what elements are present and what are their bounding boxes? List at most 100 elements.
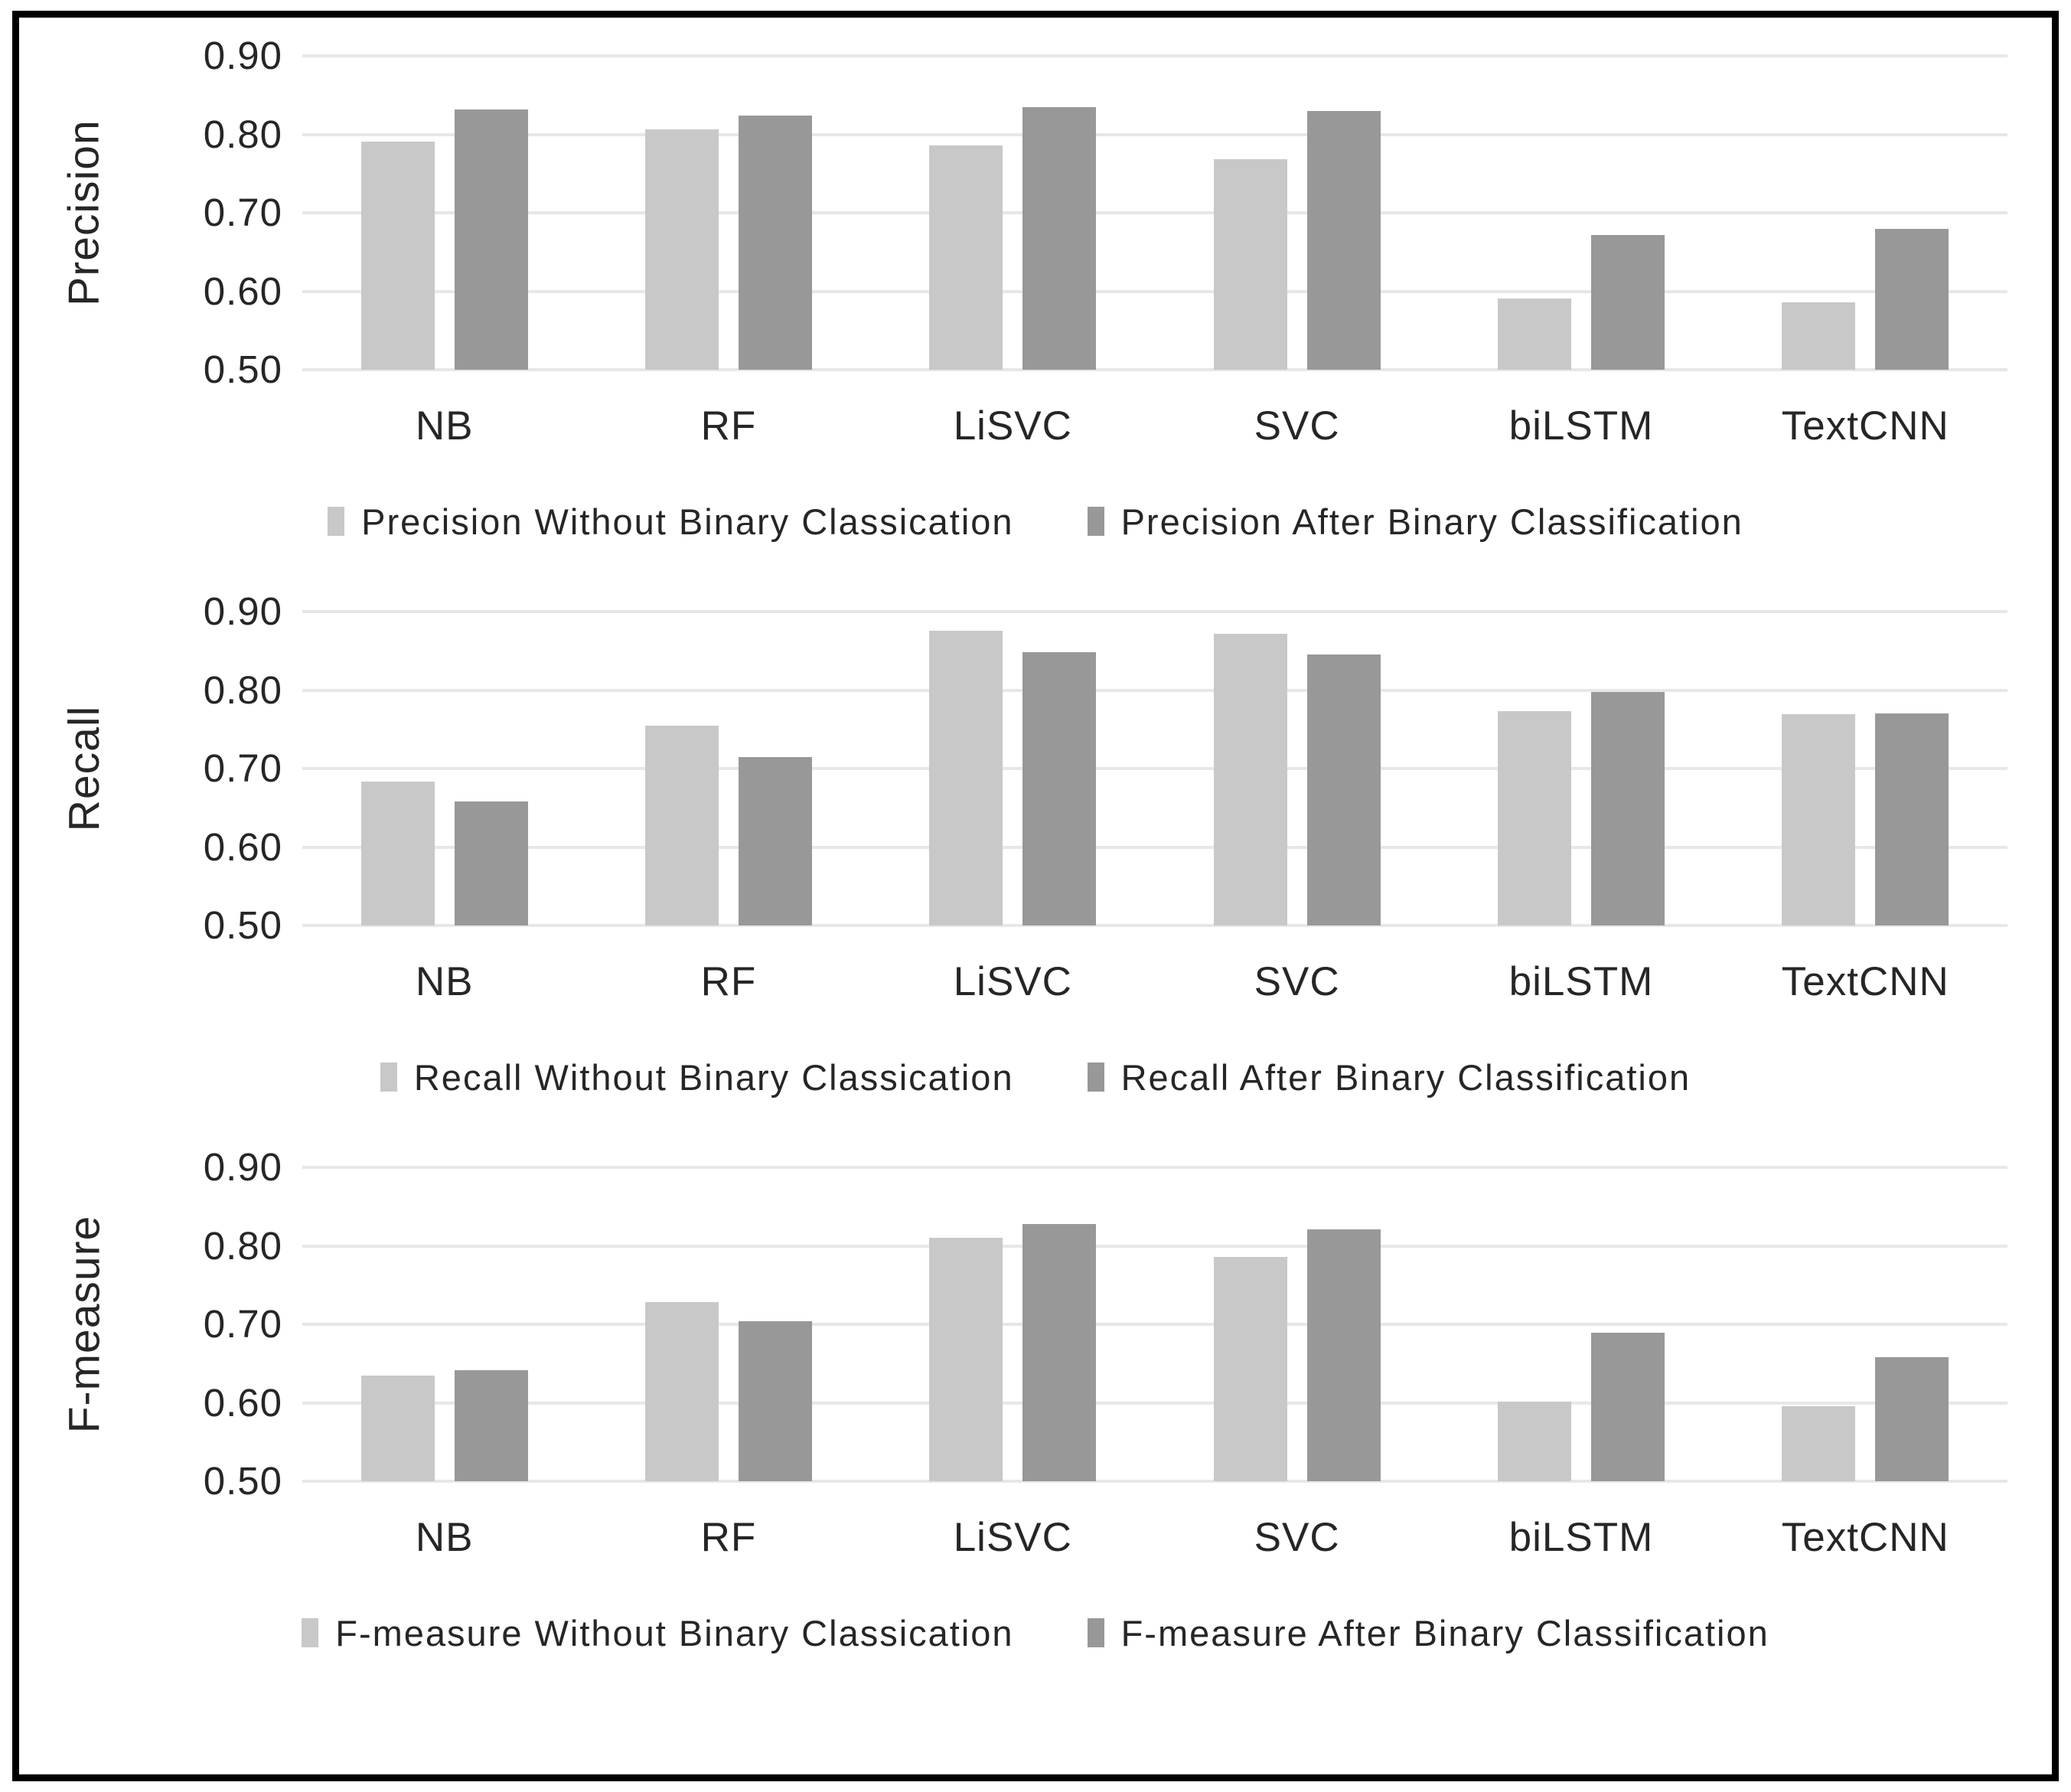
fmeasure-y-tick-labels: 0.90 0.80 0.70 0.60 0.50 — [149, 1147, 302, 1500]
bar-group-LiSVC — [871, 612, 1155, 925]
bar — [1875, 1357, 1949, 1481]
x-axis-label: TextCNN — [1781, 958, 1949, 1004]
y-tick-label: 0.80 — [203, 668, 282, 712]
bar-group-RF — [586, 612, 870, 925]
x-axis-label: TextCNN — [1781, 403, 1949, 449]
legend-label-after: Precision After Binary Classification — [1120, 501, 1743, 542]
fmeasure-legend: F-measure Without Binary Classication F-… — [19, 1593, 2052, 1673]
figure-canvas: Precision 0.90 0.80 0.70 0.60 0.50 NB RF LiSVC… — [19, 18, 2052, 1774]
legend-swatch-after — [1087, 1618, 1104, 1647]
y-tick-label: 0.80 — [203, 112, 282, 156]
recall-legend: Recall Without Binary Classication Recal… — [19, 1037, 2052, 1117]
x-axis-label: biLSTM — [1508, 958, 1654, 1004]
recall-plot-area — [302, 610, 2007, 927]
gridline — [302, 289, 2007, 293]
bar — [1213, 1256, 1287, 1481]
bar-group-biLSTM — [1439, 1167, 1723, 1481]
figure-border: Precision 0.90 0.80 0.70 0.60 0.50 NB RF LiSVC… — [12, 11, 2059, 1781]
bar-group-LiSVC — [871, 56, 1155, 370]
recall-y-axis-title: Recall — [19, 612, 149, 925]
precision-y-tick-labels: 0.90 0.80 0.70 0.60 0.50 — [149, 36, 302, 389]
precision-x-axis-labels: NB RF LiSVC SVC biLSTM TextCNN — [302, 370, 2007, 481]
bar — [1022, 106, 1097, 370]
bar — [1213, 633, 1287, 925]
recall-y-tick-labels: 0.90 0.80 0.70 0.60 0.50 — [149, 592, 302, 945]
bar — [738, 115, 812, 370]
precision-plot-row: Precision 0.90 0.80 0.70 0.60 0.50 — [19, 36, 2052, 389]
gridline — [302, 1401, 2007, 1405]
bar — [360, 1375, 435, 1481]
bar-groups — [302, 612, 2007, 925]
bar-group-TextCNN — [1724, 612, 2007, 925]
bar-group-SVC — [1155, 612, 1439, 925]
y-tick-label: 0.60 — [203, 1380, 282, 1425]
x-axis-label: RF — [700, 1514, 757, 1560]
legend-label-after: Recall After Binary Classification — [1120, 1056, 1691, 1098]
fmeasure-y-axis-title: F-measure — [19, 1167, 149, 1481]
x-axis-label: RF — [700, 958, 757, 1004]
bar-group-NB — [302, 56, 586, 370]
recall-plot-row: Recall 0.90 0.80 0.70 0.60 0.50 — [19, 592, 2052, 945]
bar — [1306, 110, 1381, 370]
gridline — [302, 1166, 2007, 1169]
y-tick-label: 0.70 — [203, 1302, 282, 1346]
bar — [929, 630, 1003, 925]
bar — [1306, 654, 1381, 925]
y-tick-label: 0.90 — [203, 34, 282, 77]
legend-item-without: Precision Without Binary Classication — [328, 501, 1013, 543]
bar — [454, 1370, 528, 1481]
gridline — [302, 767, 2007, 770]
fmeasure-plot-row: F-measure 0.90 0.80 0.70 0.60 0.50 — [19, 1147, 2052, 1500]
gridline — [302, 688, 2007, 692]
y-tick-label: 0.50 — [203, 1459, 282, 1503]
fmeasure-chart: F-measure 0.90 0.80 0.70 0.60 0.50 NB RF LiSVC… — [19, 1147, 2052, 1673]
bar — [644, 1302, 719, 1481]
legend-swatch-after — [1087, 507, 1104, 536]
bar — [1022, 1223, 1097, 1481]
bar — [929, 1238, 1003, 1481]
bar-group-SVC — [1155, 56, 1439, 370]
legend-swatch-without — [302, 1618, 319, 1647]
gridline — [302, 211, 2007, 214]
fmeasure-plot-area — [302, 1166, 2007, 1483]
bar-groups — [302, 1167, 2007, 1481]
x-axis-label: LiSVC — [953, 403, 1072, 449]
legend-item-after: Precision After Binary Classification — [1087, 501, 1743, 543]
gridline — [302, 1480, 2007, 1483]
y-tick-label: 0.50 — [203, 903, 282, 947]
bar — [1590, 234, 1665, 370]
bar — [738, 1320, 812, 1481]
legend-item-without: Recall Without Binary Classication — [380, 1056, 1014, 1098]
gridline — [302, 845, 2007, 849]
bar — [1782, 1405, 1856, 1481]
bar-group-NB — [302, 612, 586, 925]
legend-swatch-after — [1087, 1062, 1104, 1092]
legend-swatch-without — [380, 1062, 397, 1092]
y-tick-label: 0.50 — [203, 348, 282, 391]
gridline — [302, 54, 2007, 57]
x-axis-label: NB — [415, 403, 474, 449]
y-tick-label: 0.70 — [203, 746, 282, 790]
bar — [929, 145, 1003, 370]
x-axis-label: TextCNN — [1781, 1514, 1949, 1560]
bar — [1875, 228, 1949, 370]
bar-group-biLSTM — [1439, 612, 1723, 925]
gridline — [302, 368, 2007, 371]
gridline — [302, 924, 2007, 927]
bar-group-biLSTM — [1439, 56, 1723, 370]
precision-chart: Precision 0.90 0.80 0.70 0.60 0.50 NB RF LiSVC… — [19, 36, 2052, 561]
bar — [1590, 691, 1665, 925]
precision-plot-area — [302, 54, 2007, 371]
legend-label-without: Precision Without Binary Classication — [361, 501, 1014, 542]
precision-y-axis-title: Precision — [19, 56, 149, 370]
y-tick-label: 0.60 — [203, 269, 282, 313]
bar-group-LiSVC — [871, 1167, 1155, 1481]
bar — [738, 756, 812, 925]
bar — [360, 141, 435, 370]
legend-label-without: Recall Without Binary Classication — [413, 1056, 1014, 1098]
bar — [1782, 302, 1856, 370]
x-axis-label: LiSVC — [953, 1514, 1072, 1560]
y-tick-label: 0.70 — [203, 191, 282, 234]
bar-group-RF — [586, 1167, 870, 1481]
legend-swatch-without — [328, 507, 345, 536]
